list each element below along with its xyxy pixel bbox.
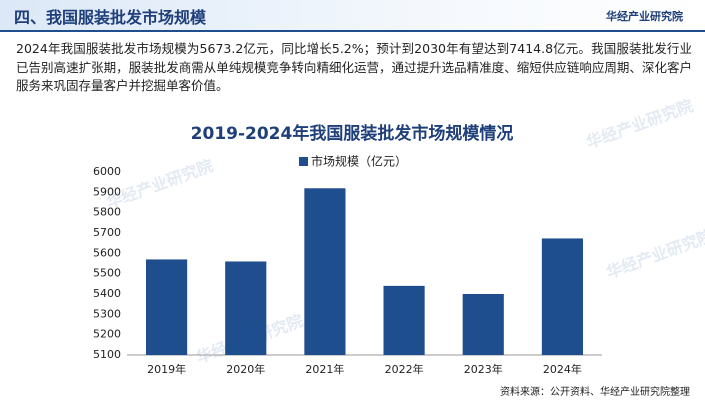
y-tick-label: 5800 [93,206,121,219]
source: 资料来源：公开资料、华经产业研究院整理 [500,385,690,398]
y-tick-label: 5500 [93,267,121,280]
watermark: 华经产业研究院 [584,96,696,152]
header-title: 四、我国服装批发市场规模 [14,8,207,27]
x-tick-label: 2022年 [385,362,424,376]
bar [146,259,188,355]
x-tick-label: 2019年 [147,362,186,376]
bar [541,238,583,355]
paragraph: 2024年我国服装批发市场规模为5673.2亿元，同比增长5.2%；预计到203… [16,41,692,93]
y-tick-label: 5400 [93,287,121,300]
y-tick-label: 6000 [93,165,121,178]
bar [462,294,504,355]
y-tick-label: 5900 [93,185,121,198]
x-tick-label: 2020年 [226,362,265,376]
legend-label: 市场规模（亿元） [311,154,407,169]
y-tick-label: 5600 [93,246,121,259]
y-tick-label: 5300 [93,307,121,320]
x-tick-label: 2021年 [305,362,344,376]
x-tick-label: 2024年 [543,362,582,376]
x-tick-label: 2023年 [464,362,503,376]
y-tick-label: 5100 [93,348,121,361]
legend-swatch [299,157,308,166]
watermark: 华经产业研究院 [604,226,705,282]
bar [383,285,425,355]
chart-title: 2019-2024年我国服装批发市场规模情况 [191,123,514,144]
header: 四、我国服装批发市场规模 华经产业研究院 [0,0,705,32]
bar [225,261,267,355]
y-tick-label: 5200 [93,328,121,341]
bar [304,188,346,355]
y-tick-label: 5700 [93,226,121,239]
logo: 华经产业研究院 [606,10,683,23]
